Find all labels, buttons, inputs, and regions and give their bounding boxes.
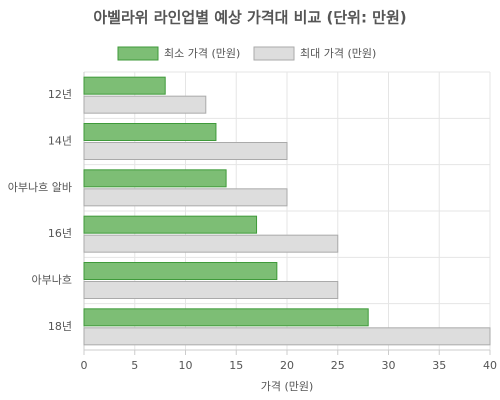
x-tick-label: 25 <box>331 359 345 372</box>
x-tick-label: 40 <box>483 359 497 372</box>
legend-swatch <box>253 46 295 61</box>
y-tick-label: 18년 <box>48 320 72 333</box>
x-tick-label: 10 <box>179 359 193 372</box>
y-tick-label: 12년 <box>48 88 72 101</box>
x-tick-label: 5 <box>131 359 138 372</box>
legend-swatch <box>117 46 159 61</box>
x-axis-label: 가격 (만원) <box>261 380 314 393</box>
bar <box>83 234 339 253</box>
bar <box>83 281 339 299</box>
y-tick-label: 14년 <box>48 135 72 148</box>
bar <box>83 308 369 327</box>
x-tick-label: 15 <box>229 359 243 372</box>
y-tick-label: 아부나흐 <box>32 274 72 287</box>
x-tick-label: 35 <box>432 359 446 372</box>
bar <box>83 76 166 95</box>
y-tick-label: 아부나흐 알바 <box>8 180 72 194</box>
x-tick-label: 0 <box>81 359 88 372</box>
x-tick-label: 30 <box>382 359 396 372</box>
bar <box>83 142 288 160</box>
chart-title: 아벨라위 라인업별 예상 가격대 비교 (단위: 만원) <box>93 9 406 27</box>
bar <box>83 123 217 141</box>
legend-label: 최대 가격 (만원) <box>300 47 376 60</box>
bar <box>83 215 258 234</box>
y-tick-label: 16년 <box>48 227 72 240</box>
bar <box>83 327 491 346</box>
bar <box>83 169 227 188</box>
bar <box>83 262 278 280</box>
bar <box>83 95 207 114</box>
bar <box>83 188 288 207</box>
legend-label: 최소 가격 (만원) <box>164 47 240 60</box>
x-tick-label: 20 <box>280 359 294 372</box>
